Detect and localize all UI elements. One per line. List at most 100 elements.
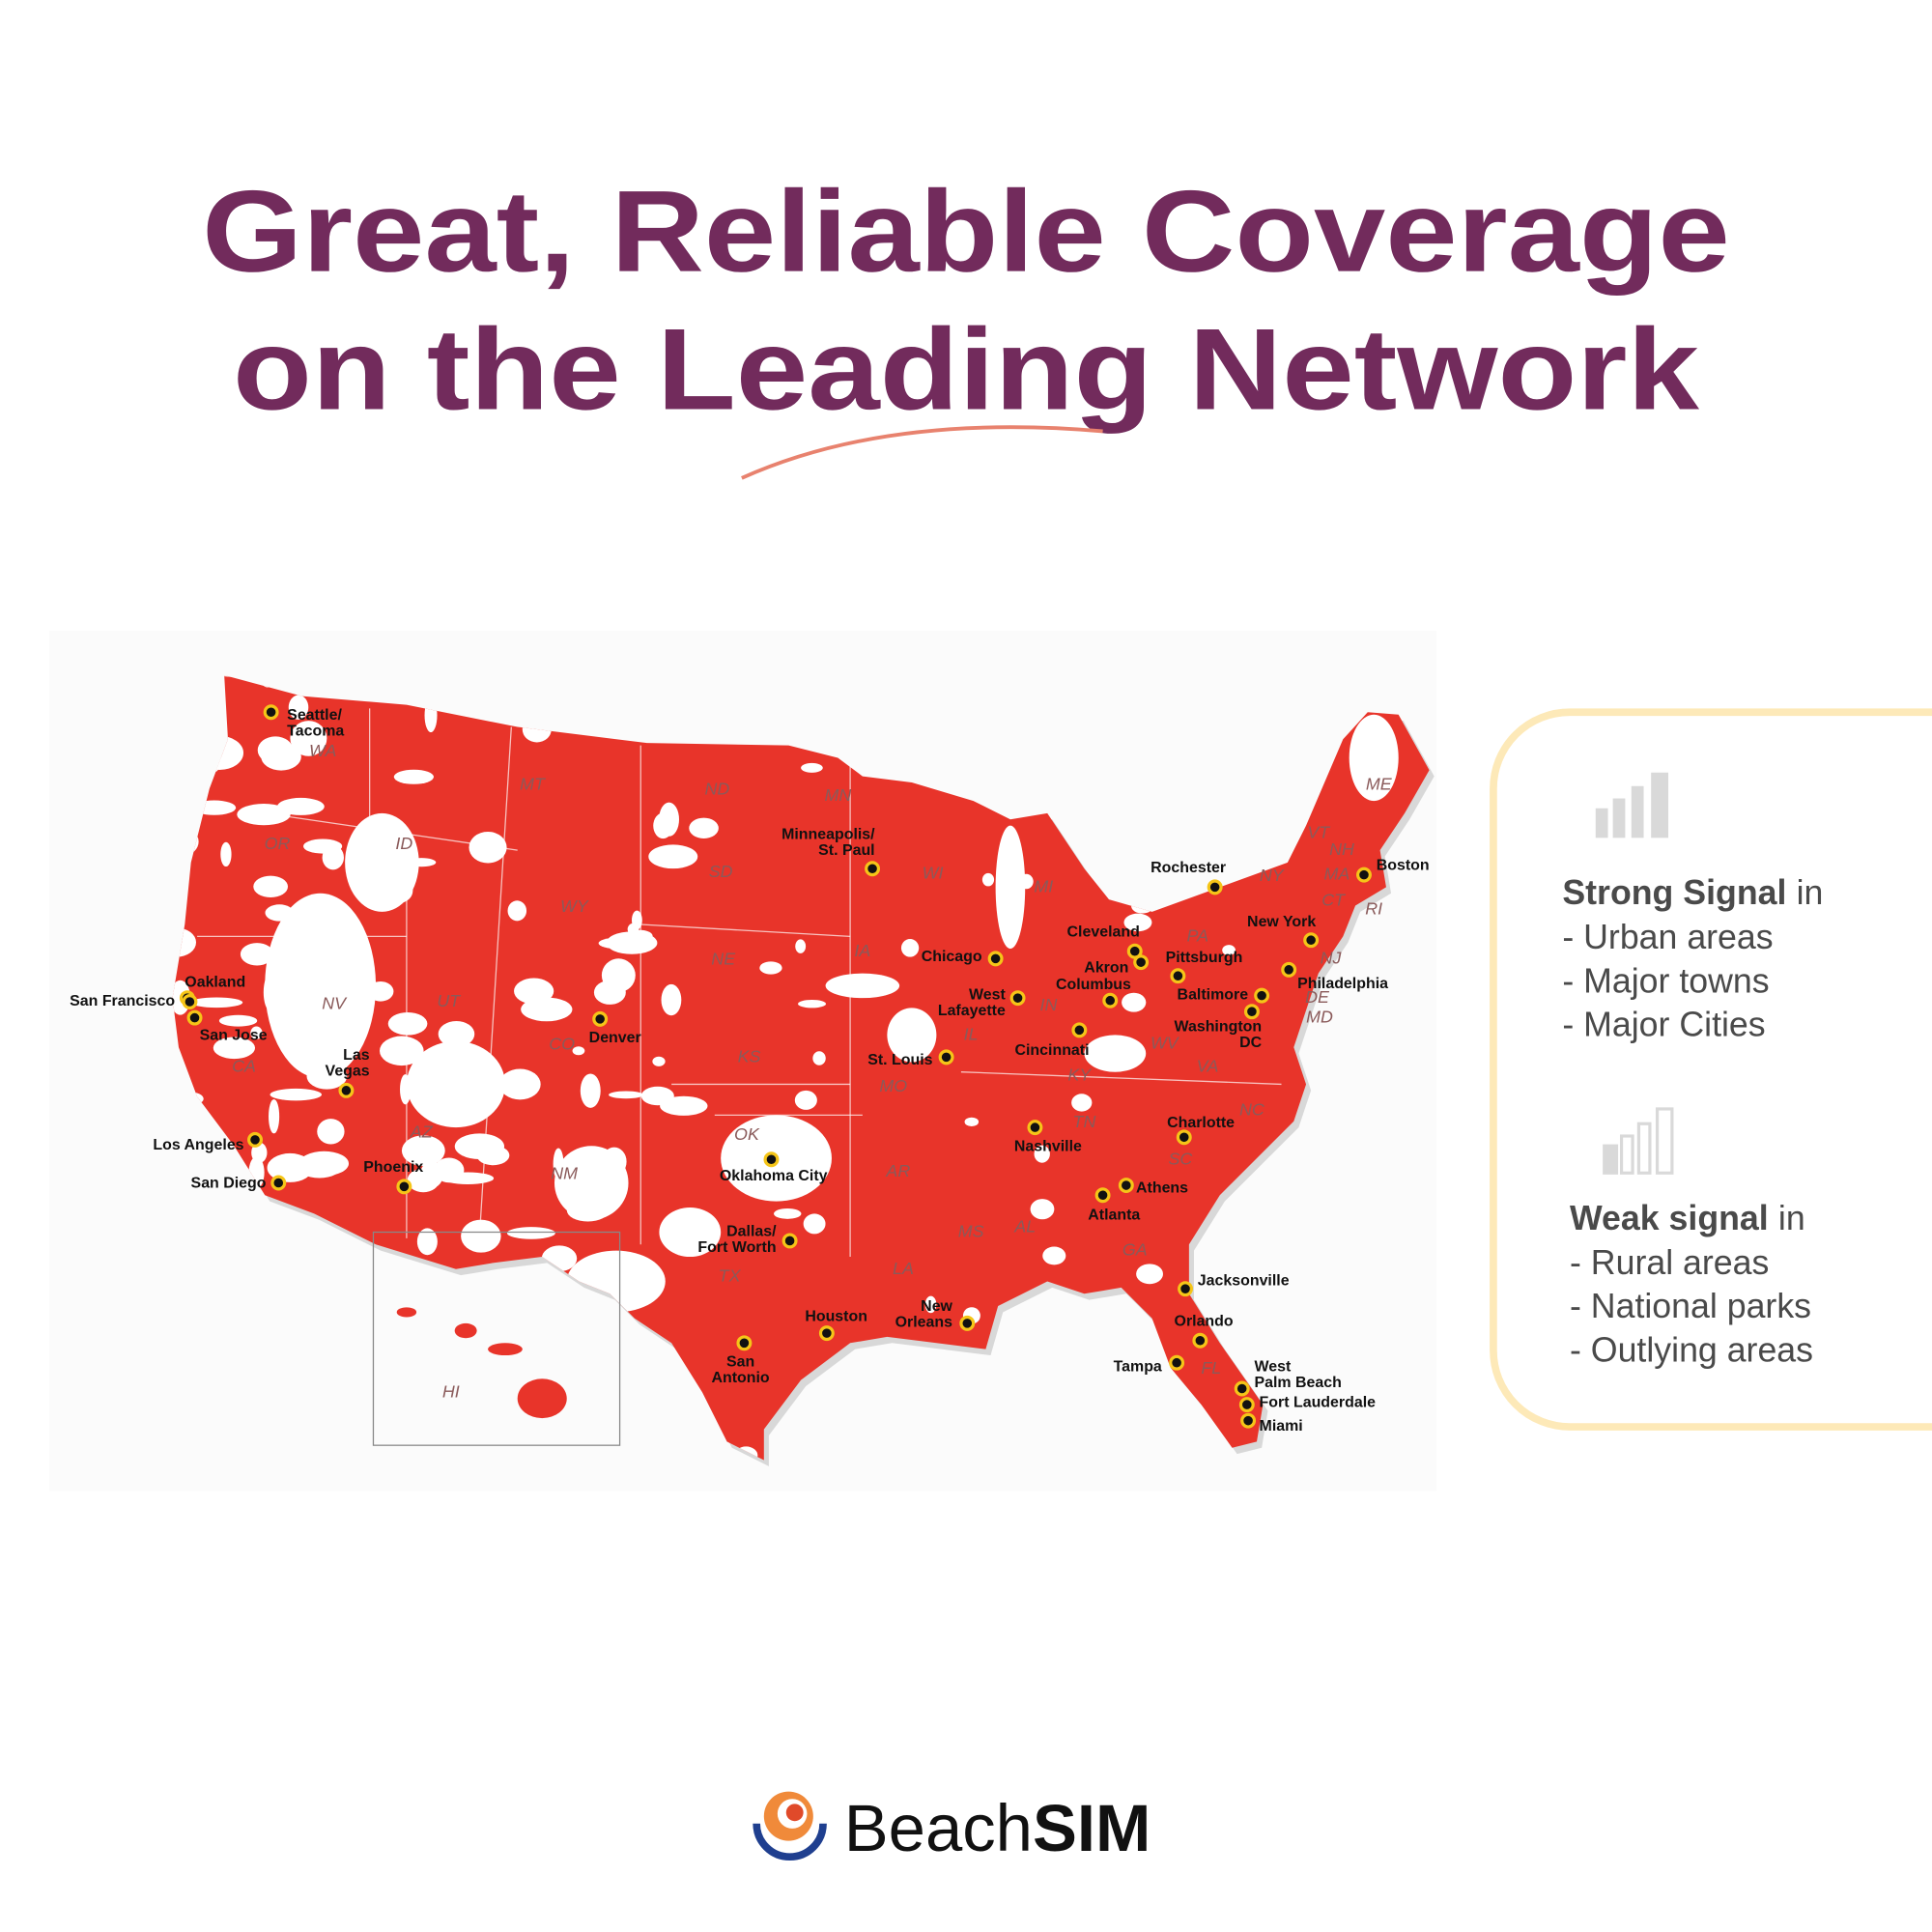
city-dot xyxy=(396,1179,412,1195)
state-label: FL xyxy=(1201,1358,1221,1378)
gap xyxy=(1084,1035,1147,1072)
city-label: Lafayette xyxy=(938,1003,1006,1019)
city-dot xyxy=(1207,879,1223,895)
gap xyxy=(269,1098,280,1134)
city-dot xyxy=(1356,867,1372,883)
city-label: St. Paul xyxy=(818,842,874,859)
state-label: IL xyxy=(964,1025,979,1044)
gap xyxy=(572,1046,585,1056)
gap xyxy=(648,844,698,869)
city-dot xyxy=(1178,1281,1194,1297)
city-dot xyxy=(247,1131,264,1148)
city-dot xyxy=(1094,1187,1111,1204)
city-label: Las xyxy=(343,1047,370,1064)
state-label: LA xyxy=(893,1259,914,1278)
title-line: Great, Reliable Coverage xyxy=(202,167,1730,297)
city-label: Atlanta xyxy=(1088,1208,1140,1224)
gap xyxy=(995,825,1026,950)
city-dot xyxy=(592,1010,609,1027)
gap xyxy=(345,812,419,912)
legend-item: - Outlying areas xyxy=(1570,1330,1813,1369)
city-dot xyxy=(1170,968,1186,984)
legend: Strong Signal in - Urban areas - Major town… xyxy=(1562,873,1823,1369)
state-label: AL xyxy=(1013,1217,1036,1236)
gap xyxy=(514,978,554,1005)
state-label: NC xyxy=(1239,1099,1264,1119)
state-label: NE xyxy=(711,950,736,969)
state-label: TN xyxy=(1073,1112,1096,1131)
city-dot xyxy=(938,1049,954,1065)
state-label: MS xyxy=(958,1222,984,1241)
gap xyxy=(609,1091,643,1099)
city-label: Pittsburgh xyxy=(1166,950,1243,966)
city-dot xyxy=(1133,954,1150,971)
gap xyxy=(660,1095,708,1116)
state-label: GA xyxy=(1122,1240,1148,1260)
city-label: Tacoma xyxy=(287,723,344,739)
gap xyxy=(237,803,291,826)
gap xyxy=(240,943,274,966)
city-label: Seattle/ xyxy=(287,707,342,724)
gap xyxy=(387,1011,428,1036)
gap xyxy=(601,958,636,993)
state-label: UT xyxy=(437,991,461,1010)
city-label: West xyxy=(969,986,1006,1003)
state-label: ND xyxy=(704,780,729,799)
city-dot xyxy=(763,1151,780,1168)
city-label: Jacksonville xyxy=(1198,1272,1290,1289)
gap xyxy=(798,999,827,1009)
city-label: Orleans xyxy=(895,1315,952,1331)
gap xyxy=(416,1228,438,1256)
state-border xyxy=(265,812,518,851)
gap xyxy=(774,1208,802,1219)
state-label: VA xyxy=(1197,1057,1219,1076)
city-label: San Diego xyxy=(191,1176,267,1192)
city-label: Houston xyxy=(805,1308,867,1324)
city-label: New York xyxy=(1247,914,1316,930)
gap xyxy=(401,1135,445,1167)
city-dot xyxy=(1238,1397,1255,1413)
coverage-area xyxy=(172,674,1430,1461)
gap xyxy=(812,1051,826,1065)
city-label: Washington xyxy=(1175,1019,1263,1036)
state-label: ME xyxy=(1366,775,1393,794)
city-dot xyxy=(263,704,279,721)
gap xyxy=(803,1213,826,1235)
city-dot xyxy=(186,1009,203,1026)
heading-suffix: in xyxy=(1797,873,1824,912)
legend-panel xyxy=(1490,708,1932,1431)
state-label: MA xyxy=(1324,865,1350,884)
gap xyxy=(801,762,823,773)
city-label: Fort Worth xyxy=(697,1239,776,1256)
city-label: Akron xyxy=(1084,959,1128,976)
state-label: MD xyxy=(1306,1008,1333,1027)
gap xyxy=(653,812,673,839)
title-line: on the Leading Network xyxy=(233,304,1699,434)
city-dot xyxy=(1118,1178,1134,1194)
island xyxy=(517,1378,567,1419)
city-label: Orlando xyxy=(1175,1313,1234,1329)
state-label: MO xyxy=(879,1076,907,1095)
gap xyxy=(498,1068,541,1100)
gap xyxy=(506,1227,555,1239)
city-dot xyxy=(1243,1004,1260,1020)
island xyxy=(396,1307,417,1318)
city-dot xyxy=(1126,943,1143,959)
city-dot xyxy=(338,1082,355,1098)
gap xyxy=(277,797,325,815)
gap xyxy=(251,1142,268,1163)
city-label: Boston xyxy=(1377,858,1430,874)
city-label: New xyxy=(921,1298,952,1315)
state-label: NJ xyxy=(1321,948,1343,967)
heading-suffix: in xyxy=(1778,1199,1805,1237)
city-dot xyxy=(1102,992,1119,1009)
gap xyxy=(393,769,434,784)
state-label: MN xyxy=(824,785,851,805)
brand-bold: SIM xyxy=(1033,1791,1151,1865)
state-label: VT xyxy=(1307,822,1330,841)
state-label: NV xyxy=(322,994,348,1013)
city-label: Palm Beach xyxy=(1254,1375,1341,1391)
gap xyxy=(253,875,289,897)
